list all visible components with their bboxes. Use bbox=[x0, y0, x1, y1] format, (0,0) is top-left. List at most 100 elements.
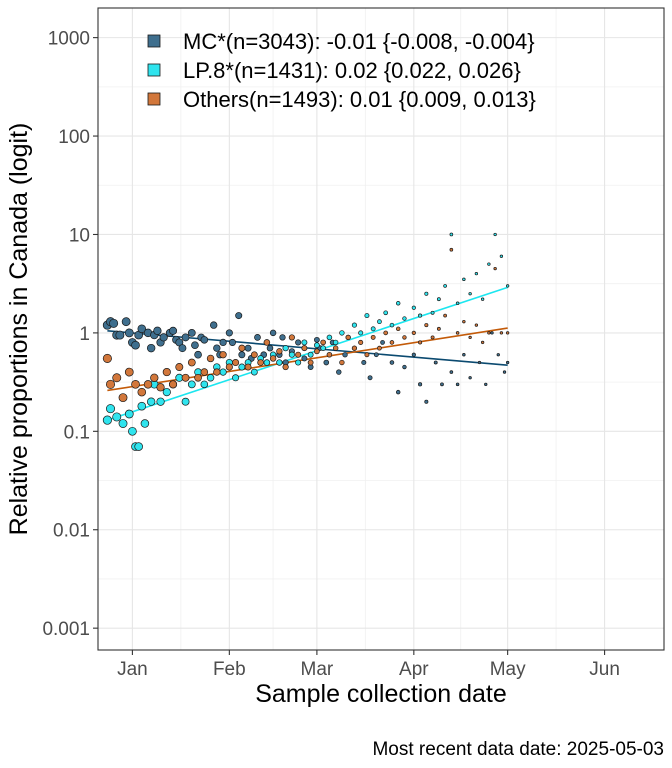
x-tick-label: Feb bbox=[213, 659, 246, 680]
data-point bbox=[109, 318, 119, 328]
y-tick-label: 100 bbox=[58, 127, 90, 148]
y-tick-label: 0.01 bbox=[53, 521, 90, 542]
data-point bbox=[115, 330, 125, 340]
data-point bbox=[269, 329, 277, 337]
data-point bbox=[219, 338, 227, 347]
data-point bbox=[210, 321, 218, 329]
data-point bbox=[358, 330, 364, 336]
data-point bbox=[323, 359, 330, 366]
data-point bbox=[339, 330, 345, 336]
data-point bbox=[477, 360, 482, 365]
y-tick-label: 0.1 bbox=[64, 422, 90, 443]
data-point bbox=[105, 379, 116, 389]
data-point bbox=[332, 345, 339, 351]
data-point bbox=[351, 345, 357, 351]
data-point bbox=[134, 442, 143, 451]
data-point bbox=[137, 401, 147, 411]
data-point bbox=[232, 358, 240, 367]
data-point bbox=[206, 354, 215, 363]
data-point bbox=[118, 393, 128, 403]
data-point bbox=[219, 368, 227, 376]
data-point bbox=[191, 341, 199, 350]
data-point bbox=[266, 344, 274, 352]
data-point bbox=[499, 331, 504, 335]
data-point bbox=[402, 316, 407, 321]
trend-line bbox=[107, 327, 508, 392]
data-point bbox=[112, 412, 122, 422]
data-point bbox=[449, 232, 454, 237]
data-point bbox=[307, 359, 314, 366]
legend-label: MC*(n=3043): -0.01 {-0.008, -0.004} bbox=[183, 29, 535, 54]
data-point bbox=[102, 353, 112, 364]
data-point bbox=[238, 344, 246, 352]
data-point bbox=[424, 399, 429, 404]
x-axis-ticks: Jan Feb Mar Apr May Jun bbox=[117, 650, 620, 680]
data-point bbox=[320, 339, 326, 346]
data-point bbox=[131, 340, 140, 350]
data-point bbox=[430, 335, 435, 340]
data-point bbox=[301, 339, 308, 346]
y-axis-ticks: 0.001 0.01 0.1 1 10 100 1000 bbox=[42, 29, 98, 640]
data-point bbox=[490, 331, 494, 335]
data-point bbox=[345, 334, 351, 341]
data-point bbox=[314, 342, 320, 349]
data-point bbox=[443, 313, 447, 318]
data-point bbox=[187, 358, 196, 367]
data-point bbox=[276, 359, 283, 366]
data-point bbox=[295, 339, 302, 346]
data-point bbox=[395, 389, 401, 395]
data-point bbox=[370, 326, 376, 332]
data-point bbox=[389, 322, 395, 328]
data-point bbox=[194, 350, 202, 359]
y-axis-title: Relative proportions in Canada (logit) bbox=[5, 123, 33, 536]
data-point bbox=[320, 345, 326, 351]
data-point bbox=[380, 340, 385, 345]
legend-label: Others(n=1493): 0.01 {0.009, 0.013} bbox=[183, 87, 536, 112]
data-point bbox=[307, 351, 314, 358]
data-point bbox=[162, 388, 171, 397]
data-point bbox=[175, 363, 184, 372]
data-point bbox=[436, 326, 441, 331]
data-point bbox=[377, 345, 382, 351]
data-point bbox=[455, 331, 460, 335]
data-point bbox=[118, 419, 128, 428]
legend-key bbox=[147, 92, 161, 106]
data-point bbox=[505, 331, 510, 335]
data-point bbox=[137, 324, 147, 334]
data-point bbox=[326, 334, 333, 341]
data-point bbox=[288, 351, 295, 358]
data-point bbox=[336, 369, 342, 375]
legend: MC*(n=3043): -0.01 {-0.008, -0.004} LP.8*… bbox=[147, 29, 536, 112]
data-point bbox=[424, 291, 429, 296]
data-point bbox=[102, 415, 112, 425]
data-point bbox=[162, 367, 171, 377]
data-point bbox=[462, 277, 466, 282]
data-point bbox=[254, 334, 261, 341]
data-point bbox=[430, 310, 435, 315]
data-point bbox=[121, 317, 131, 327]
data-point bbox=[418, 313, 423, 318]
data-point bbox=[480, 297, 485, 301]
data-point bbox=[402, 335, 407, 340]
data-point bbox=[468, 335, 472, 340]
data-point bbox=[124, 328, 134, 338]
data-point bbox=[169, 380, 178, 389]
data-point bbox=[169, 326, 178, 335]
data-point bbox=[200, 368, 209, 376]
x-tick-label: May bbox=[490, 659, 526, 680]
data-point bbox=[244, 344, 252, 352]
data-point bbox=[213, 344, 221, 352]
data-point bbox=[314, 348, 320, 355]
data-point bbox=[279, 334, 286, 341]
legend-key bbox=[147, 34, 161, 48]
data-point bbox=[250, 351, 258, 359]
data-point bbox=[484, 382, 488, 387]
data-point bbox=[105, 404, 116, 414]
data-point bbox=[411, 352, 416, 357]
data-point bbox=[389, 340, 395, 345]
data-point bbox=[146, 397, 156, 406]
data-point bbox=[474, 323, 479, 327]
data-point bbox=[493, 266, 497, 271]
data-point bbox=[206, 374, 215, 382]
data-point bbox=[194, 373, 202, 382]
